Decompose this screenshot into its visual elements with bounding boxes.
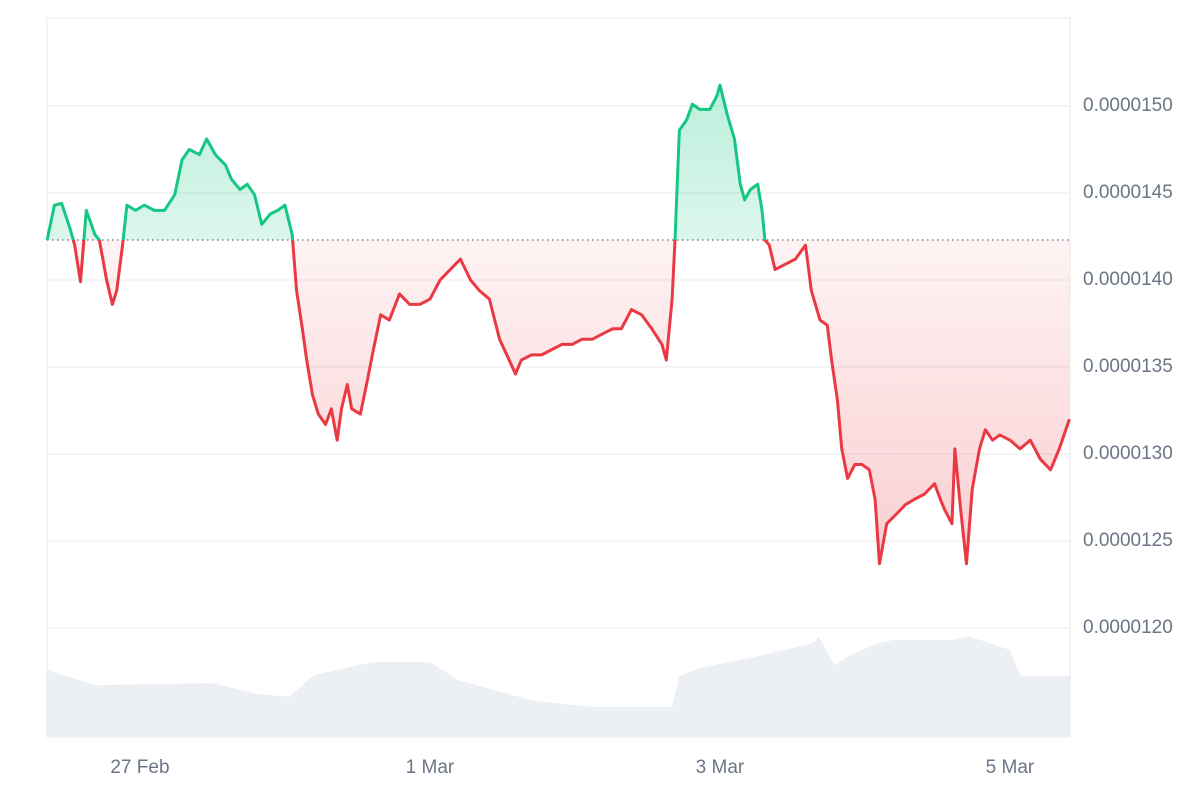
y-tick-label: 0.0000120 [1083,617,1173,638]
x-tick-label: 5 Mar [986,757,1035,778]
x-tick-label: 3 Mar [696,757,745,778]
x-tick-label: 27 Feb [110,757,169,778]
y-tick-label: 0.0000125 [1083,530,1173,551]
y-tick-label: 0.0000130 [1083,443,1173,464]
area-up [47,85,1070,240]
y-tick-label: 0.0000145 [1083,182,1173,203]
volume-area [47,636,1070,737]
x-tick-label: 1 Mar [406,757,455,778]
price-line [45,83,1071,566]
y-tick-label: 0.0000135 [1083,356,1173,377]
area-down [73,239,1070,564]
y-tick-label: 0.0000150 [1083,95,1173,116]
y-tick-label: 0.0000140 [1083,269,1173,290]
